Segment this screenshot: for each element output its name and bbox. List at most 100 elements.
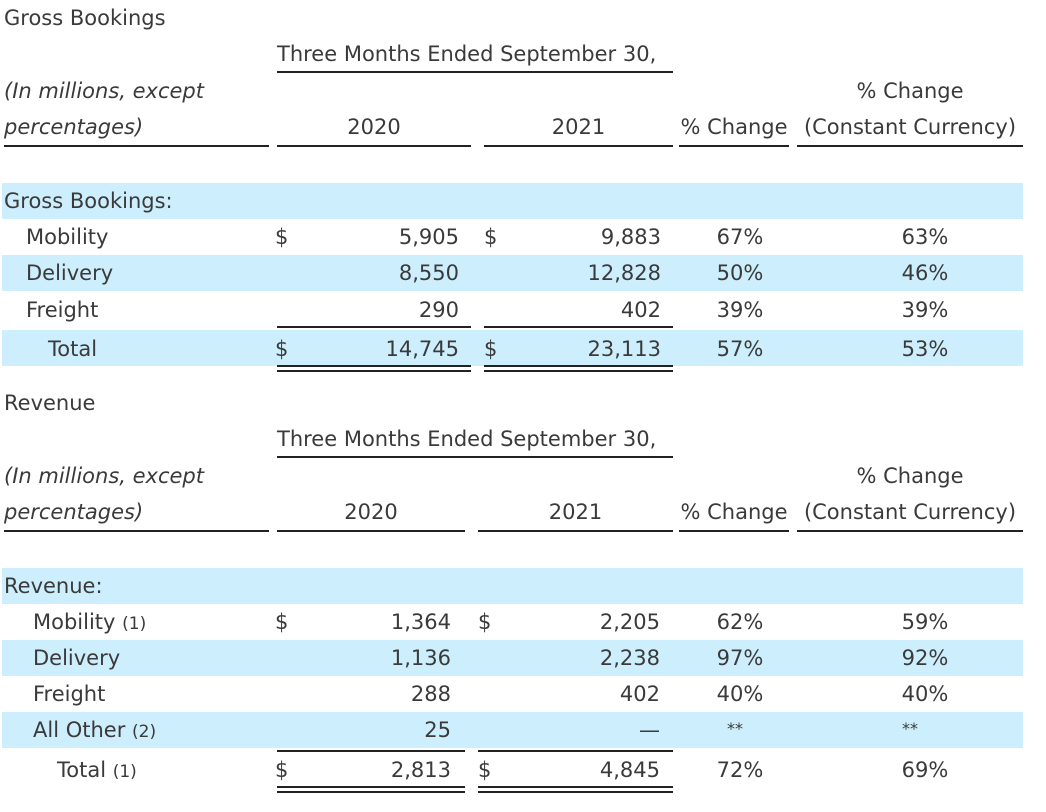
currency-symbol: $ <box>478 610 492 634</box>
pct-change-cc: 92% <box>901 646 949 670</box>
header-rule <box>797 530 1023 532</box>
pct-change-cc: 69% <box>901 758 949 782</box>
pct-change: 97% <box>716 646 764 670</box>
col-header-pct-change-cc-line1: % Change <box>856 464 964 488</box>
total-double-rule <box>277 786 465 793</box>
footnote-ref: (2) <box>132 722 157 742</box>
total-double-rule <box>478 786 673 793</box>
subtotal-rule <box>277 750 465 752</box>
pct-change: 72% <box>716 758 764 782</box>
header-rule <box>797 145 1023 147</box>
col-header-pct-change: % Change <box>680 500 788 524</box>
value-2021: 402 <box>620 298 661 322</box>
value-2020: 5,905 <box>398 225 459 249</box>
header-rule <box>679 145 789 147</box>
row-band <box>2 640 1023 676</box>
currency-symbol: $ <box>275 225 289 249</box>
units-note-line1: (In millions, except <box>4 79 204 103</box>
pct-change-cc: 59% <box>901 610 949 634</box>
value-2021: 4,845 <box>599 758 660 782</box>
section-title: Revenue <box>4 391 96 415</box>
row-label: Delivery <box>33 646 121 670</box>
value-2021: 2,238 <box>599 646 660 670</box>
pct-change-cc: 39% <box>901 298 949 322</box>
col-header-pct-change-cc-line2: (Constant Currency) <box>803 500 1017 524</box>
header-rule <box>679 530 789 532</box>
footnote-ref: (1) <box>122 614 147 634</box>
subtotal-rule <box>277 326 471 328</box>
currency-symbol: $ <box>275 337 289 361</box>
value-2020: 2,813 <box>390 758 451 782</box>
value-2021: 402 <box>619 682 660 706</box>
col-header-pct-change-cc-line1: % Change <box>856 79 964 103</box>
pct-change: 50% <box>716 261 764 285</box>
value-2020: 8,550 <box>398 261 459 285</box>
header-rule <box>277 530 465 532</box>
value-2021: 2,205 <box>599 610 660 634</box>
value-2020: 25 <box>424 718 451 742</box>
col-header-pct-change-cc-line2: (Constant Currency) <box>803 115 1017 139</box>
row-band <box>2 712 1023 748</box>
col-header-2020: 2020 <box>347 115 401 139</box>
units-note-line1: (In millions, except <box>4 464 204 488</box>
header-rule <box>484 145 673 147</box>
pct-change: 40% <box>716 682 764 706</box>
total-double-rule <box>277 365 471 372</box>
value-2020: 288 <box>410 682 451 706</box>
header-rule <box>277 145 471 147</box>
pct-change: 57% <box>716 337 764 361</box>
row-label: Freight <box>26 298 99 322</box>
col-header-2021: 2021 <box>548 500 603 524</box>
units-note-line2: percentages) <box>4 500 144 524</box>
currency-symbol: $ <box>484 225 498 249</box>
pct-change: 62% <box>716 610 764 634</box>
pct-change-cc: 63% <box>901 225 949 249</box>
row-label: Total <box>48 337 98 361</box>
group-label: Revenue: <box>4 574 103 598</box>
header-rule <box>4 530 269 532</box>
period-header-rule <box>277 456 673 458</box>
pct-change-cc: 40% <box>901 682 949 706</box>
row-label: Mobility <box>26 225 109 249</box>
currency-symbol: $ <box>275 610 289 634</box>
value-2021: 9,883 <box>600 225 661 249</box>
value-2021: 23,113 <box>587 337 661 361</box>
value-2020: 14,745 <box>385 337 459 361</box>
footnote-ref: (1) <box>112 762 137 782</box>
value-2020: 290 <box>418 298 459 322</box>
subtotal-rule <box>484 326 673 328</box>
period-header: Three Months Ended September 30, <box>277 427 657 451</box>
row-label: Delivery <box>26 261 114 285</box>
period-header: Three Months Ended September 30, <box>277 42 657 66</box>
currency-symbol: $ <box>275 758 289 782</box>
section-title: Gross Bookings <box>4 6 166 30</box>
pct-change: 67% <box>716 225 764 249</box>
row-label: Total (1) <box>57 758 137 782</box>
total-double-rule <box>484 365 673 372</box>
value-2020: 1,136 <box>390 646 451 670</box>
row-label: Freight <box>33 682 106 706</box>
period-header-rule <box>277 71 673 73</box>
value-2021: — <box>639 718 660 742</box>
pct-change-cc: 46% <box>901 261 949 285</box>
col-header-pct-change: % Change <box>680 115 788 139</box>
group-label: Gross Bookings: <box>4 189 173 213</box>
pct-change-cc: ** <box>902 719 918 738</box>
row-label: Mobility (1) <box>33 610 147 634</box>
pct-change: 39% <box>716 298 764 322</box>
value-2020: 1,364 <box>390 610 451 634</box>
col-header-2021: 2021 <box>551 115 606 139</box>
row-band <box>2 183 1023 219</box>
row-band <box>2 568 1023 604</box>
row-band <box>2 255 1023 291</box>
col-header-2020: 2020 <box>344 500 398 524</box>
header-rule <box>478 530 673 532</box>
units-note-line2: percentages) <box>4 115 144 139</box>
value-2021: 12,828 <box>587 261 661 285</box>
pct-change: ** <box>727 719 743 738</box>
currency-symbol: $ <box>484 337 498 361</box>
header-rule <box>4 145 269 147</box>
row-band <box>2 330 1023 366</box>
subtotal-rule <box>478 750 673 752</box>
pct-change-cc: 53% <box>901 337 949 361</box>
